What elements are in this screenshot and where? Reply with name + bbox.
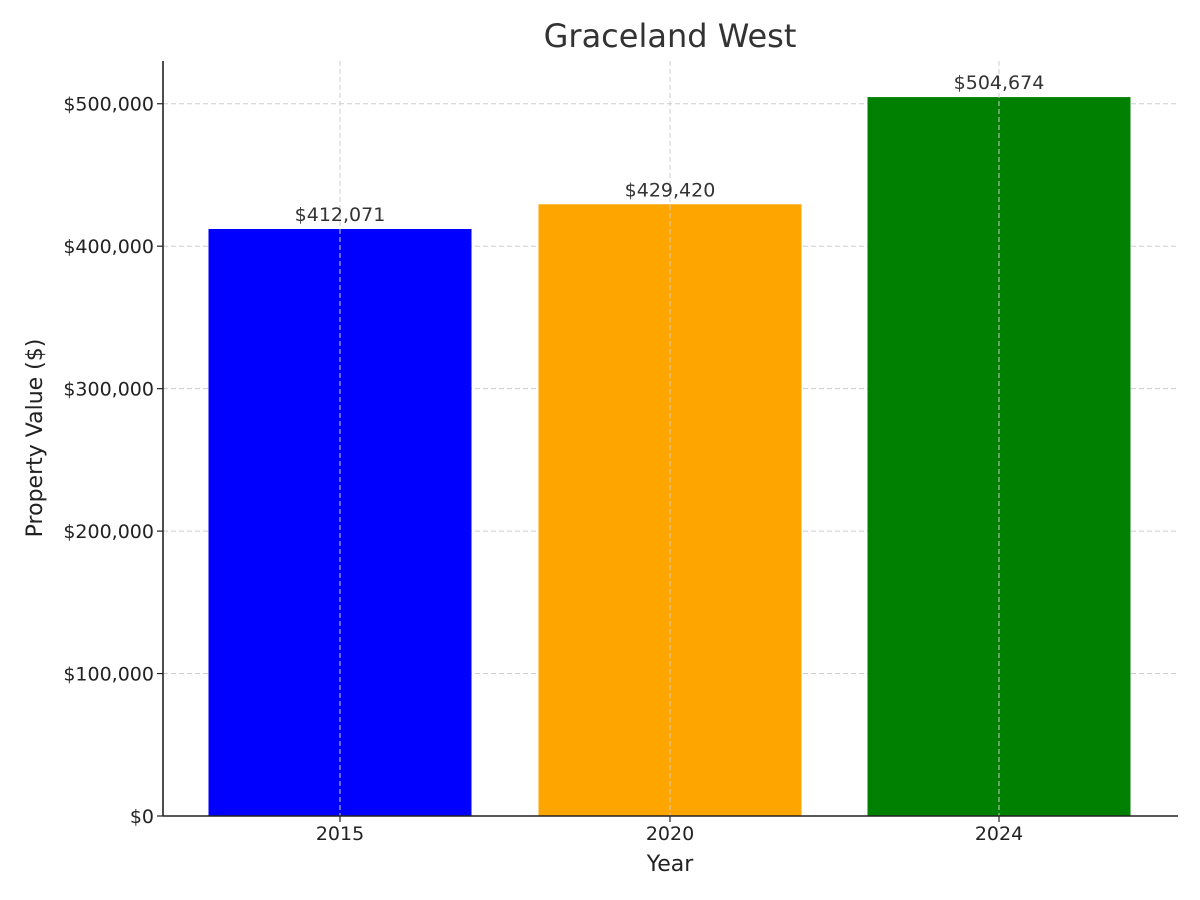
- x-axis-label: Year: [646, 852, 695, 877]
- y-ticks-layer: $0 $100,000 $200,000 $300,000 $400,000 $500,0…: [63, 94, 163, 828]
- y-tick-label: $0: [130, 806, 154, 828]
- chart-title: Graceland West: [544, 17, 797, 55]
- bar-value-label: $429,420: [625, 179, 716, 201]
- y-tick-label: $500,000: [63, 94, 154, 116]
- x-tick-label: 2024: [975, 823, 1023, 845]
- y-tick-label: $100,000: [63, 664, 154, 686]
- bar-value-label: $412,071: [295, 204, 386, 226]
- x-tick-label: 2015: [316, 823, 364, 845]
- value-labels-layer: $412,071 $429,420 $504,674: [295, 72, 1045, 226]
- y-tick-label: $200,000: [63, 521, 154, 543]
- x-grid-layer: [339, 61, 1000, 816]
- y-tick-label: $300,000: [63, 379, 154, 401]
- x-ticks-layer: 2015 2020 2024: [316, 816, 1023, 845]
- y-axis-label: Property Value ($): [23, 339, 48, 538]
- y-tick-label: $400,000: [63, 236, 154, 258]
- bar-value-label: $504,674: [954, 72, 1045, 94]
- x-tick-label: 2020: [646, 823, 694, 845]
